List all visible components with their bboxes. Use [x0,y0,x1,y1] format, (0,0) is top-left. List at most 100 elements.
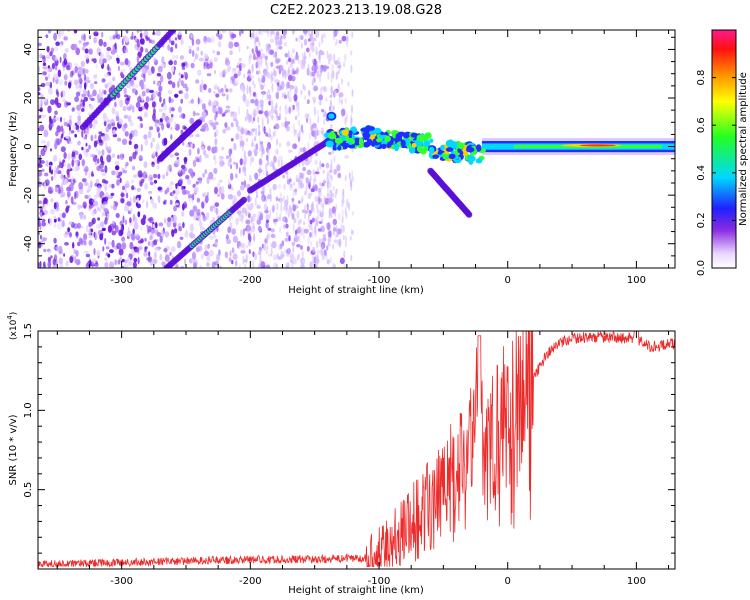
noise-pixel [202,215,207,222]
noise-pixel [112,76,116,82]
noise-pixel [89,82,95,90]
noise-pixel [258,246,262,252]
noise-pixel [131,88,137,94]
noise-pixel [74,150,79,156]
noise-pixel [63,121,68,127]
noise-pixel [125,161,129,167]
noise-pixel [239,242,245,248]
noise-pixel [268,127,271,137]
noise-pixel [111,153,116,158]
noise-pixel [124,205,130,212]
ridge-mark [337,145,342,151]
noise-pixel [319,160,322,170]
noise-pixel [111,230,117,236]
noise-pixel [52,77,55,83]
noise-pixel [72,178,76,184]
noise-pixel [54,110,58,116]
streak-mark [465,211,473,218]
noise-pixel [335,39,338,44]
noise-pixel [330,212,333,219]
noise-pixel [148,89,155,94]
noise-pixel [310,192,313,197]
noise-pixel [285,208,288,215]
noise-pixel [158,222,164,227]
noise-pixel [42,62,47,66]
noise-pixel [276,202,279,211]
noise-pixel [59,30,65,36]
noise-pixel [308,51,311,58]
noise-pixel [123,114,129,119]
noise-pixel [270,30,275,35]
ridge-mark [475,158,483,164]
noise-pixel [214,121,219,126]
noise-pixel [53,218,57,223]
noise-pixel [196,208,201,216]
noise-pixel [238,167,241,174]
noise-pixel [271,83,274,92]
noise-pixel [267,194,271,200]
noise-pixel [282,174,286,179]
noise-pixel [322,180,327,184]
noise-pixel [135,101,141,108]
noise-pixel [294,129,297,135]
noise-pixel [280,34,282,44]
noise-pixel [303,51,306,61]
snr-background [38,331,675,569]
noise-pixel [345,241,347,248]
noise-pixel [313,100,316,105]
noise-pixel [195,133,200,138]
noise-pixel [316,249,321,255]
noise-pixel [170,134,173,140]
noise-pixel [58,158,61,163]
noise-pixel [306,47,310,53]
noise-pixel [245,210,248,217]
noise-pixel [138,123,142,130]
noise-pixel [42,71,47,76]
noise-pixel [296,254,299,262]
noise-pixel [69,232,72,238]
noise-pixel [118,118,123,125]
noise-pixel [89,153,92,158]
noise-pixel [294,115,297,120]
noise-pixel [269,161,272,168]
noise-pixel [322,169,325,174]
noise-pixel [155,90,158,95]
noise-pixel [204,153,209,159]
noise-pixel [101,78,106,83]
noise-pixel [168,37,171,43]
noise-pixel [291,213,295,220]
noise-pixel [48,218,53,226]
y-tick-label: 0.5 [23,482,34,498]
noise-pixel [61,133,64,139]
noise-pixel [251,139,254,147]
noise-pixel [324,110,326,118]
noise-pixel [131,165,136,171]
noise-pixel [322,236,327,242]
noise-pixel [88,228,91,237]
noise-pixel [257,116,260,124]
noise-pixel [238,244,241,250]
noise-pixel [205,262,210,267]
y-tick-label: -20 [23,187,34,203]
noise-pixel [236,190,242,197]
noise-pixel [87,194,91,200]
noise-pixel [240,181,245,186]
noise-pixel [344,53,347,63]
noise-pixel [41,221,46,227]
noise-pixel [249,202,254,210]
noise-pixel [101,172,107,176]
noise-pixel [288,69,291,74]
noise-pixel [93,119,98,125]
noise-pixel [81,129,84,138]
noise-pixel [112,34,116,40]
noise-pixel [333,53,336,63]
noise-pixel [333,264,336,268]
noise-pixel [104,180,109,184]
noise-pixel [120,198,125,204]
noise-pixel [332,186,335,191]
noise-pixel [94,161,98,166]
noise-pixel [269,115,275,119]
noise-pixel [158,132,161,139]
noise-pixel [81,146,84,151]
noise-pixel [103,135,106,142]
